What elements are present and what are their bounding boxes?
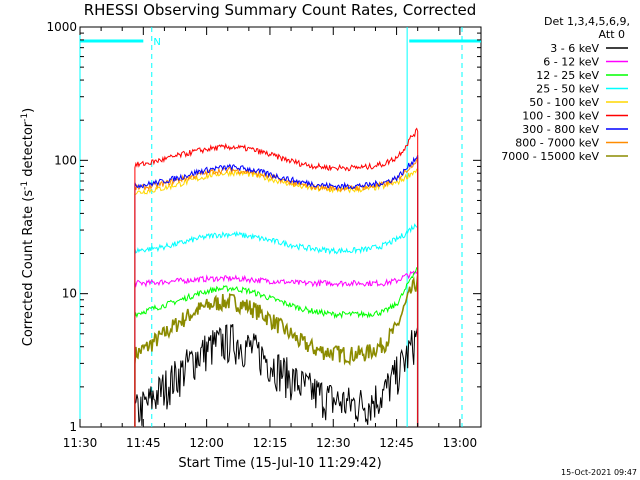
legend-header-line-1: Det 1,3,4,5,6,9, [544, 15, 630, 28]
y-tick-label: 100 [54, 153, 77, 167]
series-line-12-25keV [134, 267, 419, 427]
x-tick-label: 12:15 [253, 436, 288, 450]
legend-label: 50 - 100 keV [529, 96, 599, 109]
y-tick-label: 1 [69, 420, 77, 434]
legend-label: 6 - 12 keV [543, 56, 599, 69]
x-tick-label: 12:00 [189, 436, 224, 450]
night-label: N [153, 37, 160, 48]
x-tick-label: 11:45 [126, 436, 161, 450]
chart-title: RHESSI Observing Summary Count Rates, Co… [84, 1, 477, 19]
legend-label: 12 - 25 keV [536, 69, 599, 82]
x-tick-label: 12:45 [379, 436, 414, 450]
legend-label: 25 - 50 keV [536, 83, 599, 96]
series-line-6-12keV [134, 270, 419, 427]
x-tick-label: 12:30 [316, 436, 351, 450]
axis-layer: 1 10 100 1000 11:30 11:45 12:00 12:15 12:30 12:45… [46, 20, 482, 450]
legend-label: 300 - 800 keV [522, 123, 599, 136]
x-tick-label: 13:00 [443, 436, 478, 450]
y-tick-label: 10 [62, 287, 77, 301]
legend-label: 800 - 7000 keV [515, 137, 599, 150]
series-line-25-50keV [134, 223, 419, 427]
y-tick-label: 1000 [46, 20, 77, 34]
series-line-3-6keV [134, 324, 419, 427]
y-axis-label: Corrected Count Rate (s-1 detector-1) [20, 108, 36, 346]
series-line-300-800keV [134, 155, 419, 427]
x-axis-label: Start Time (15-Jul-10 11:29:42) [178, 456, 381, 471]
legend-label: 3 - 6 keV [550, 42, 599, 55]
x-tick-label: 11:30 [63, 436, 98, 450]
legend-label: 100 - 300 keV [522, 110, 599, 123]
data-series-layer [134, 127, 419, 427]
legend-label: 7000 - 15000 keV [501, 150, 599, 163]
timestamp: 15-Oct-2021 09:47 [561, 468, 637, 477]
series-line-7000-15000keV [134, 274, 419, 427]
series-line-100-300keV [134, 127, 419, 427]
legend-header-line-2: Att 0 [599, 28, 625, 41]
